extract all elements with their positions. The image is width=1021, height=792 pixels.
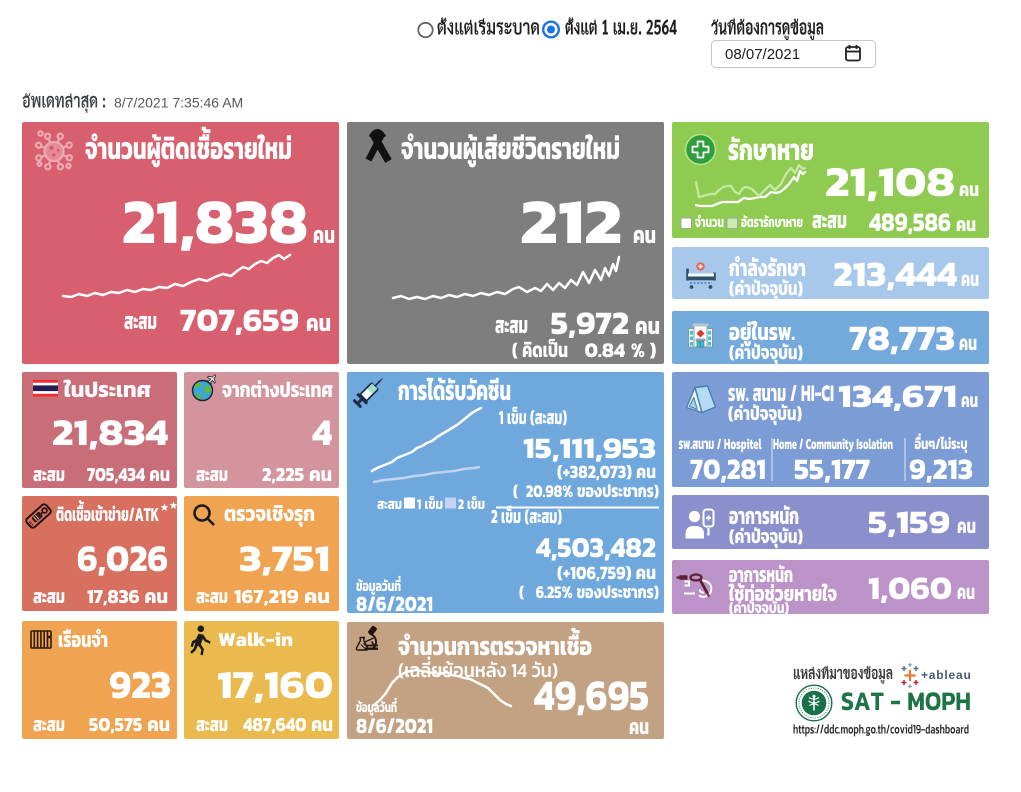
svg-text:8/7/2021 7:35:46 AM: 8/7/2021 7:35:46 AM (114, 95, 243, 111)
svg-text:08/07/2021: 08/07/2021 (725, 46, 800, 63)
svg-text:+ableau: +ableau (921, 668, 972, 682)
